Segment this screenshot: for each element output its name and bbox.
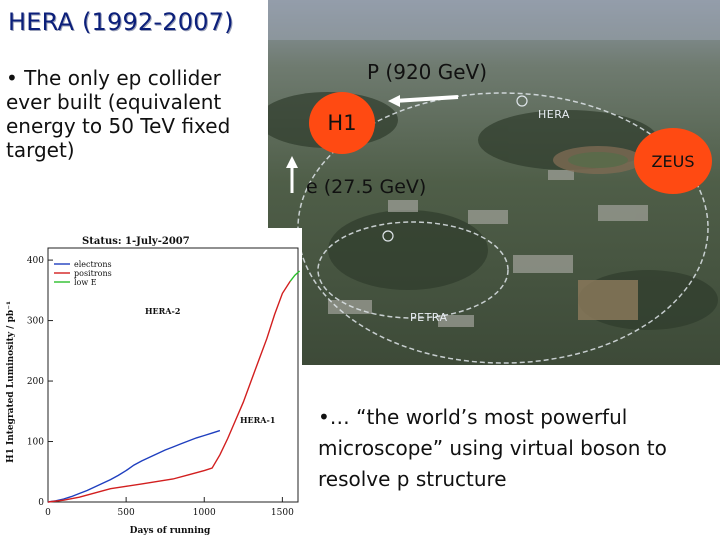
hera-ring-label: HERA <box>538 108 570 121</box>
petra-ring-label: PETRA <box>410 311 448 324</box>
y-tick-label: 300 <box>27 317 44 327</box>
h1-detector-marker: H1 <box>309 92 375 154</box>
y-axis-label: H1 Integrated Luminosity / pb⁻¹ <box>6 301 16 463</box>
zeus-label: ZEUS <box>651 151 695 171</box>
x-tick-label: 500 <box>118 508 135 518</box>
x-axis-label: Days of running <box>130 526 211 536</box>
bullet-hera-collider: • The only ep collider ever built (equiv… <box>6 66 231 162</box>
series-line-positrons <box>47 280 291 503</box>
x-tick-label: 1500 <box>271 508 294 518</box>
series-line-low-e <box>289 270 301 282</box>
bullet-microscope: •… “the world’s most powerful microscope… <box>318 405 667 491</box>
series-line-electrons <box>47 429 221 503</box>
x-tick-label: 1000 <box>193 508 216 518</box>
y-tick-label: 200 <box>27 377 44 387</box>
electron-beam-label: e (27.5 GeV) <box>306 176 427 198</box>
legend-lowe-label: low E <box>74 278 97 287</box>
legend-positrons-label: positrons <box>74 269 112 278</box>
luminosity-chart-svg: Status: 1-July-2007 H1 Integrated Lumino… <box>6 236 301 536</box>
legend-electrons-label: electrons <box>74 260 112 269</box>
y-tick-label: 0 <box>38 498 44 508</box>
chart-title: Status: 1-July-2007 <box>82 236 190 247</box>
y-tick-label: 400 <box>27 256 44 266</box>
slide-title: HERA (1992-2007) <box>8 8 234 36</box>
plot-frame <box>47 247 299 503</box>
h1-label: H1 <box>327 111 357 135</box>
annotation-hera-1: HERA-1 <box>240 415 275 425</box>
zeus-detector-marker: ZEUS <box>634 128 712 194</box>
annotation-hera-2: HERA-2 <box>145 306 180 316</box>
x-tick-label: 0 <box>45 508 51 518</box>
proton-beam-label: P (920 GeV) <box>367 60 488 84</box>
luminosity-chart: Status: 1-July-2007 H1 Integrated Lumino… <box>0 228 302 540</box>
y-tick-label: 100 <box>27 438 44 448</box>
chart-legend: electrons positrons low E <box>54 260 112 287</box>
